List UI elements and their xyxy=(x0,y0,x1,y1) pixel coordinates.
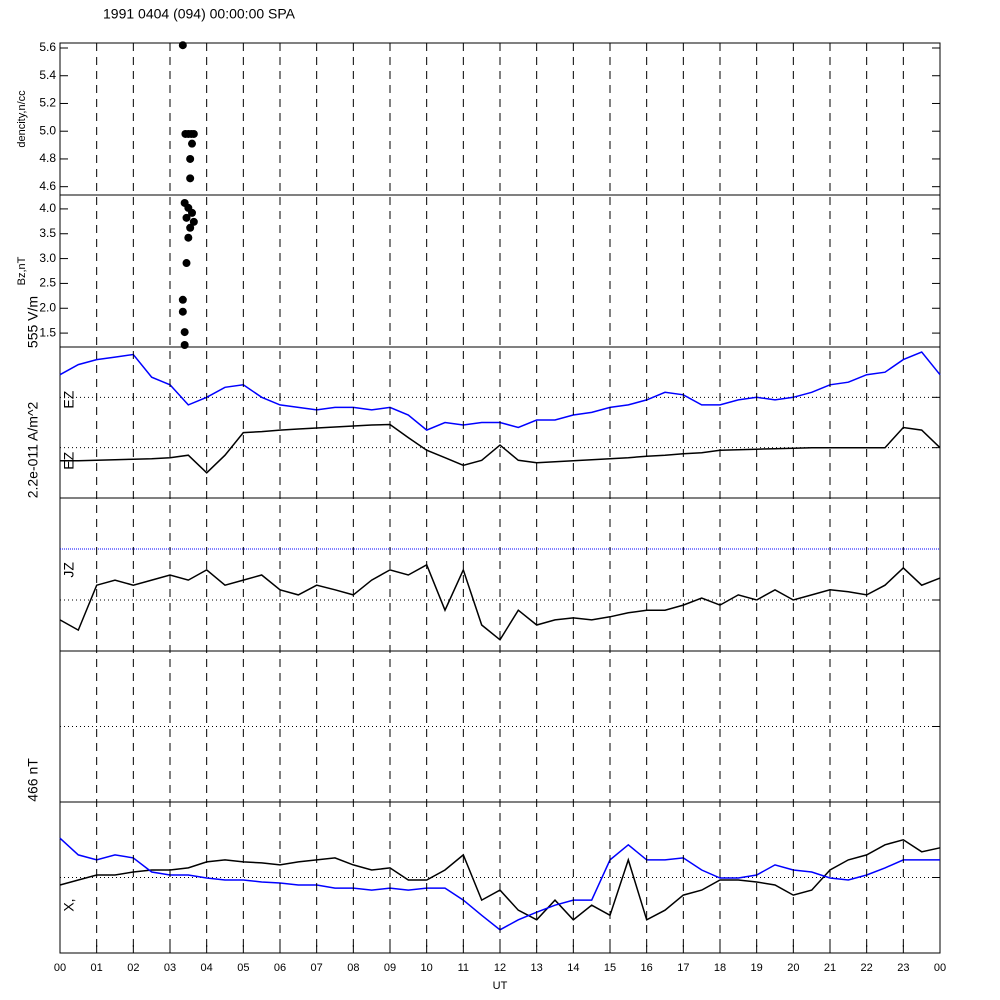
y-axis-label: 2.2e-011 A/m^2 xyxy=(25,401,41,498)
point xyxy=(189,129,198,138)
x-tick-label: 12 xyxy=(494,962,506,974)
series-label: EZ xyxy=(61,451,77,469)
y-tick-label: 1.5 xyxy=(39,325,56,339)
x-tick-label: 18 xyxy=(714,962,726,974)
point xyxy=(180,341,189,350)
x-tick-label: 00 xyxy=(54,962,66,974)
point xyxy=(178,307,187,316)
y-tick-label: 5.4 xyxy=(39,68,56,82)
x-tick-label: 16 xyxy=(641,962,653,974)
point xyxy=(186,154,195,163)
series-label: X, xyxy=(61,898,77,911)
y-tick-label: 5.0 xyxy=(39,123,56,137)
title: 1991 0404 (094) 00:00:00 SPA xyxy=(103,6,296,22)
y-axis-label: Bz,nT xyxy=(16,256,28,285)
x-tick-label: 03 xyxy=(164,962,176,974)
x-tick-label: 09 xyxy=(384,962,396,974)
y-tick-label: 4.0 xyxy=(39,201,56,215)
point xyxy=(186,174,195,183)
x-axis-label: UT xyxy=(493,980,508,992)
x-tick-label: 08 xyxy=(347,962,359,974)
y-axis-label: 555 V/m xyxy=(25,296,41,348)
x-tick-label: 05 xyxy=(237,962,249,974)
x-tick-label: 21 xyxy=(824,962,836,974)
y-tick-label: 5.2 xyxy=(39,96,56,110)
x-tick-label: 14 xyxy=(567,962,579,974)
x-tick-label: 22 xyxy=(861,962,873,974)
x-tick-label: 20 xyxy=(787,962,799,974)
x-tick-label: 11 xyxy=(458,962,469,974)
y-tick-label: 4.6 xyxy=(39,179,56,193)
x-tick-label: 04 xyxy=(201,962,213,974)
y-axis-label: dencity,n/cc xyxy=(16,90,28,148)
x-tick-label: 07 xyxy=(311,962,323,974)
point xyxy=(180,328,189,337)
series-line xyxy=(59,563,941,641)
x-tick-label: 06 xyxy=(274,962,286,974)
x-tick-label: 02 xyxy=(127,962,139,974)
point xyxy=(178,41,187,50)
series-line xyxy=(60,423,941,474)
x-tick-label: 17 xyxy=(677,962,689,974)
y-tick-label: 4.8 xyxy=(39,151,56,165)
point xyxy=(184,233,193,242)
point xyxy=(182,259,191,268)
point xyxy=(188,208,196,217)
x-tick-label: 15 xyxy=(604,962,616,974)
x-tick-label: 01 xyxy=(91,962,103,974)
x-tick-label: 00 xyxy=(934,962,946,974)
y-tick-label: 3.0 xyxy=(39,251,56,265)
point xyxy=(189,217,198,226)
x-tick-label: 13 xyxy=(531,962,543,974)
y-tick-label: 2.0 xyxy=(39,300,56,314)
series-label: JZ xyxy=(61,562,77,578)
x-tick-label: 23 xyxy=(897,962,909,974)
y-tick-label: 2.5 xyxy=(39,276,56,290)
point xyxy=(186,223,195,232)
y-axis-label: 466 nT xyxy=(25,758,41,802)
y-tick-label: 5.6 xyxy=(39,40,56,54)
x-tick-label: 10 xyxy=(421,962,433,974)
point xyxy=(188,139,196,148)
y-tick-label: 3.5 xyxy=(39,226,56,240)
point xyxy=(178,295,187,304)
point xyxy=(182,213,191,222)
x-tick-label: 19 xyxy=(751,962,763,974)
series-label: EZ xyxy=(61,390,77,408)
